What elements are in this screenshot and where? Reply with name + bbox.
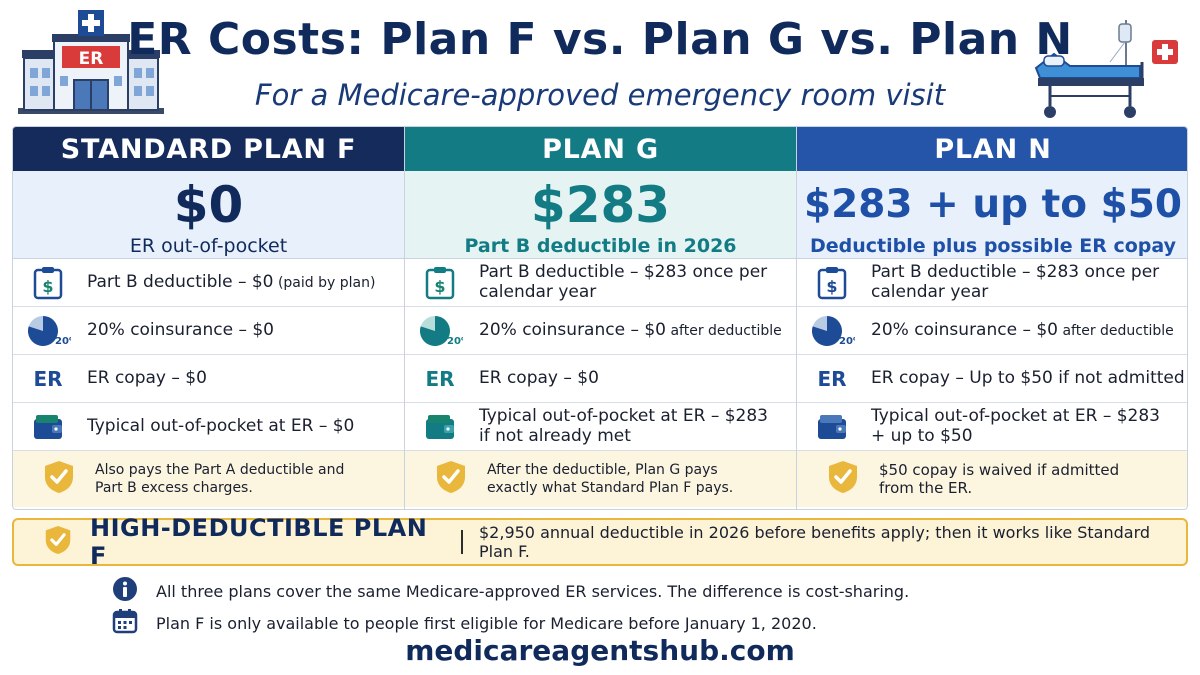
list-item: $ Part B deductible – $283 once per cale… — [797, 259, 1187, 307]
list-item: ER ER copay – $0 — [13, 355, 404, 403]
pie-label: 20% — [55, 336, 71, 347]
wallet-icon — [23, 407, 73, 447]
clipboard-dollar-icon: $ — [23, 263, 73, 303]
page-subtitle: For a Medicare-approved emergency room v… — [254, 78, 946, 112]
pie-label: 20% — [447, 336, 463, 347]
footnote: Plan F is only available to people first… — [112, 608, 817, 638]
price-subtitle: Deductible plus possible ER copay — [810, 235, 1176, 257]
price-box: $283 Part B deductible in 2026 — [405, 171, 796, 259]
price-value: $283 — [530, 176, 671, 234]
note-text: After the deductible, Plan G pays exactl… — [487, 462, 734, 496]
footnote-text: All three plans cover the same Medicare-… — [156, 581, 910, 601]
wallet-icon — [415, 407, 465, 447]
price-subtitle: Part B deductible in 2026 — [464, 235, 737, 257]
list-item: Typical out-of-pocket at ER – $283 + up … — [797, 403, 1187, 451]
list-item: ER ER copay – $0 — [405, 355, 796, 403]
banner-text: $2,950 annual deductible in 2026 before … — [479, 523, 1151, 561]
row-text: 20% coinsurance – $0 — [871, 320, 1058, 340]
hospital-icon: ER — [16, 10, 166, 120]
row-note: (paid by plan) — [273, 275, 376, 291]
info-icon — [112, 576, 138, 606]
row-text: ER copay – $0 — [479, 368, 599, 388]
website-link[interactable]: medicareagentshub.com — [405, 634, 795, 667]
calendar-icon — [112, 608, 138, 638]
row-text: Typical out-of-pocket at ER – $283 if no… — [479, 406, 768, 446]
row-text: Typical out-of-pocket at ER – $0 — [87, 416, 355, 436]
plan-f-column: STANDARD PLAN F $0 ER out-of-pocket $ Pa… — [13, 127, 405, 509]
list-item: ER ER copay – Up to $50 if not admitted — [797, 355, 1187, 403]
price-box: $283 + up to $50 Deductible plus possibl… — [797, 171, 1187, 259]
note-text: Also pays the Part A deductible and Part… — [95, 462, 345, 496]
plan-header: PLAN N — [797, 127, 1187, 171]
high-deductible-banner: HIGH-DEDUCTIBLE PLAN F $2,950 annual ded… — [12, 514, 1188, 570]
row-text: Part B deductible – $0 — [87, 272, 274, 292]
list-item: Typical out-of-pocket at ER – $283 if no… — [405, 403, 796, 451]
row-text: Part B deductible – $283 once per calend… — [871, 262, 1160, 302]
clipboard-dollar-icon: $ — [807, 263, 857, 303]
plan-g-column: PLAN G $283 Part B deductible in 2026 $ … — [405, 127, 797, 509]
svg-text:$: $ — [826, 277, 837, 296]
plan-note: After the deductible, Plan G pays exactl… — [405, 451, 796, 507]
shield-check-icon — [827, 459, 859, 499]
svg-text:$: $ — [434, 277, 445, 296]
row-text: ER copay – Up to $50 if not admitted — [871, 368, 1185, 388]
list-item: 20% 20% coinsurance – $0 after deductibl… — [405, 307, 796, 355]
note-text: $50 copay is waived if admitted from the… — [879, 461, 1120, 497]
er-sign-text: ER — [79, 49, 104, 69]
list-item: Typical out-of-pocket at ER – $0 — [13, 403, 404, 451]
plan-header: STANDARD PLAN F — [13, 127, 404, 171]
pie-label: 20% — [839, 336, 855, 347]
footnote: All three plans cover the same Medicare-… — [112, 576, 909, 606]
plan-header: PLAN G — [405, 127, 796, 171]
row-text: Typical out-of-pocket at ER – $283 + up … — [871, 406, 1160, 446]
row-note: after deductible — [666, 323, 782, 339]
row-text: ER copay – $0 — [87, 368, 207, 388]
er-icon: ER — [817, 366, 847, 391]
shield-check-icon — [44, 524, 72, 560]
comparison-table: STANDARD PLAN F $0 ER out-of-pocket $ Pa… — [12, 126, 1188, 510]
clipboard-dollar-icon: $ — [415, 263, 465, 303]
list-item: $ Part B deductible – $0 (paid by plan) — [13, 259, 404, 307]
list-item: 20% 20% coinsurance – $0 — [13, 307, 404, 355]
pie-20-percent-icon: 20% — [415, 311, 465, 351]
er-icon: ER — [425, 366, 455, 391]
row-text: 20% coinsurance – $0 — [87, 320, 274, 340]
plan-n-column: PLAN N $283 + up to $50 Deductible plus … — [797, 127, 1187, 509]
shield-check-icon — [435, 459, 467, 499]
plan-note: Also pays the Part A deductible and Part… — [13, 451, 404, 507]
er-icon: ER — [33, 366, 63, 391]
price-subtitle: ER out-of-pocket — [129, 235, 288, 257]
list-item: $ Part B deductible – $283 once per cale… — [405, 259, 796, 307]
hospital-bed-icon — [1030, 18, 1190, 126]
plan-note: $50 copay is waived if admitted from the… — [797, 451, 1187, 507]
price-box: $0 ER out-of-pocket — [13, 171, 404, 259]
svg-text:$: $ — [42, 277, 53, 296]
price-value: $283 + up to $50 — [803, 182, 1183, 227]
page-title: ER Costs: Plan F vs. Plan G vs. Plan N — [127, 14, 1073, 65]
pie-20-percent-icon: 20% — [23, 311, 73, 351]
banner-label: HIGH-DEDUCTIBLE PLAN F — [90, 514, 428, 570]
row-text: 20% coinsurance – $0 — [479, 320, 666, 340]
wallet-icon — [807, 407, 857, 447]
row-note: after deductible — [1058, 323, 1174, 339]
pie-20-percent-icon: 20% — [807, 311, 857, 351]
shield-check-icon — [43, 459, 75, 499]
footnote-text: Plan F is only available to people first… — [156, 613, 817, 633]
list-item: 20% 20% coinsurance – $0 after deductibl… — [797, 307, 1187, 355]
divider — [461, 530, 463, 554]
price-value: $0 — [173, 176, 244, 234]
row-text: Part B deductible – $283 once per calend… — [479, 262, 768, 302]
